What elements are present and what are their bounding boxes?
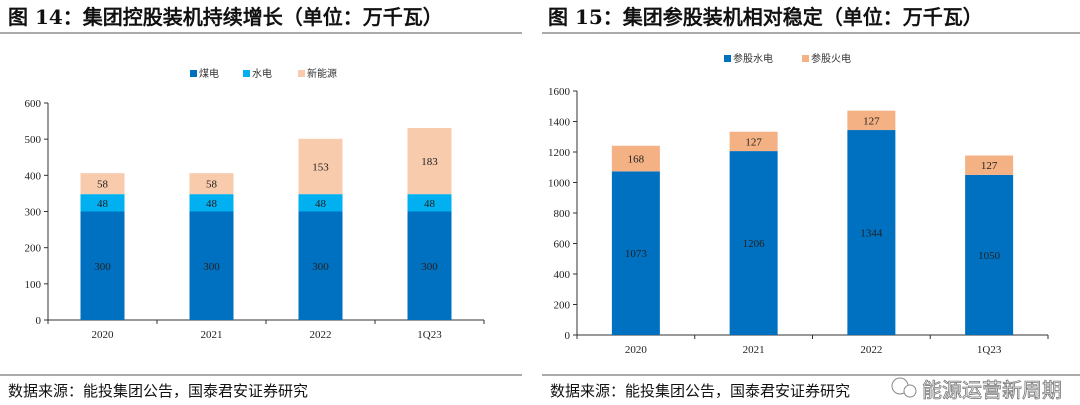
data-label: 58 — [206, 179, 218, 191]
data-label: 127 — [863, 115, 880, 127]
bar-segment — [80, 194, 125, 212]
data-label: 1344 — [860, 228, 883, 240]
y-tick-label: 1600 — [548, 86, 571, 98]
legend-swatch — [243, 70, 250, 77]
y-tick-label: 300 — [25, 207, 42, 219]
y-tick-label: 200 — [25, 243, 42, 255]
x-tick-label: 2022 — [310, 329, 332, 341]
data-label: 48 — [424, 198, 436, 210]
data-label: 168 — [628, 154, 645, 166]
data-label: 48 — [97, 198, 109, 210]
bar-segment — [611, 145, 660, 172]
wechat-icon — [903, 384, 917, 398]
bar-segment — [189, 194, 234, 212]
legend-label: 参股火电 — [811, 52, 851, 65]
legend-label: 参股水电 — [733, 52, 773, 65]
bar-segment — [298, 194, 343, 212]
legend-label: 新能源 — [307, 67, 337, 80]
data-label: 1206 — [743, 238, 766, 250]
data-label: 1050 — [978, 250, 1001, 262]
bar-segment — [965, 174, 1014, 335]
bar-segment — [965, 155, 1014, 175]
y-tick-label: 400 — [554, 269, 571, 281]
watermark: 能源运营新周期 — [891, 377, 1062, 402]
y-tick-label: 0 — [36, 315, 42, 327]
data-label: 48 — [315, 198, 327, 210]
legend-swatch — [190, 70, 197, 77]
legend-swatch — [298, 70, 305, 77]
y-tick-label: 0 — [565, 330, 571, 342]
chart-title-15: 图 15：集团参股装机相对稳定（单位：万千瓦） — [548, 5, 983, 29]
data-label: 300 — [203, 261, 220, 273]
bar-segment — [847, 110, 896, 131]
x-tick-label: 2021 — [743, 344, 765, 356]
legend-label: 煤电 — [199, 67, 219, 80]
bar-segment — [729, 151, 778, 335]
y-tick-label: 400 — [25, 170, 42, 182]
watermark-text: 能源运营新周期 — [922, 378, 1062, 402]
bar-segment — [80, 211, 125, 320]
data-label: 58 — [97, 179, 109, 191]
data-label: 300 — [312, 261, 329, 273]
data-label: 1073 — [625, 248, 648, 260]
bar-segment — [847, 130, 896, 335]
y-tick-label: 1000 — [548, 178, 571, 190]
y-tick-label: 200 — [554, 300, 571, 312]
bar-segment — [407, 127, 452, 195]
legend-swatch — [724, 55, 731, 62]
chart-title-14: 图 14：集团控股装机持续增长（单位：万千瓦） — [8, 5, 443, 29]
x-tick-label: 2020 — [92, 329, 115, 341]
data-label: 300 — [421, 261, 438, 273]
data-label: 153 — [312, 161, 329, 173]
legend-label: 水电 — [252, 67, 272, 80]
bar-segment — [189, 211, 234, 320]
y-tick-label: 800 — [554, 208, 571, 220]
x-tick-label: 2022 — [860, 344, 882, 356]
x-tick-label: 1Q23 — [977, 344, 1002, 356]
bar-segment — [611, 171, 660, 335]
chart-15: 0 200 400 600 800 1000 1200 1400 1600 2020 1073 168… — [548, 52, 1049, 356]
bar-segment — [80, 173, 125, 195]
y-tick-label: 100 — [25, 279, 42, 291]
y-tick-label: 600 — [554, 239, 571, 251]
x-tick-label: 1Q23 — [417, 329, 442, 341]
y-tick-label: 1400 — [548, 117, 571, 129]
bar-segment — [729, 131, 778, 152]
source-note-15: 数据来源：能投集团公告，国泰君安证券研究 — [550, 382, 850, 400]
data-label: 300 — [94, 261, 111, 273]
legend-swatch — [802, 55, 809, 62]
y-tick-label: 1200 — [548, 147, 571, 159]
bar-segment — [189, 173, 234, 195]
data-label: 48 — [206, 198, 218, 210]
y-tick-label: 600 — [25, 98, 42, 110]
data-label: 127 — [981, 160, 998, 172]
data-label: 183 — [421, 156, 438, 168]
source-note-14: 数据来源：能投集团公告，国泰君安证券研究 — [8, 382, 308, 400]
x-tick-label: 2021 — [201, 329, 223, 341]
bar-segment — [298, 211, 343, 320]
bar-segment — [407, 194, 452, 212]
bar-segment — [298, 138, 343, 195]
data-label: 127 — [745, 136, 762, 148]
x-tick-label: 2020 — [625, 344, 648, 356]
chart-14: 0 100 200 300 400 500 600 2020 300 48 58 2021 300 48 5… — [25, 67, 485, 341]
bar-segment — [407, 211, 452, 320]
y-tick-label: 500 — [25, 134, 42, 146]
